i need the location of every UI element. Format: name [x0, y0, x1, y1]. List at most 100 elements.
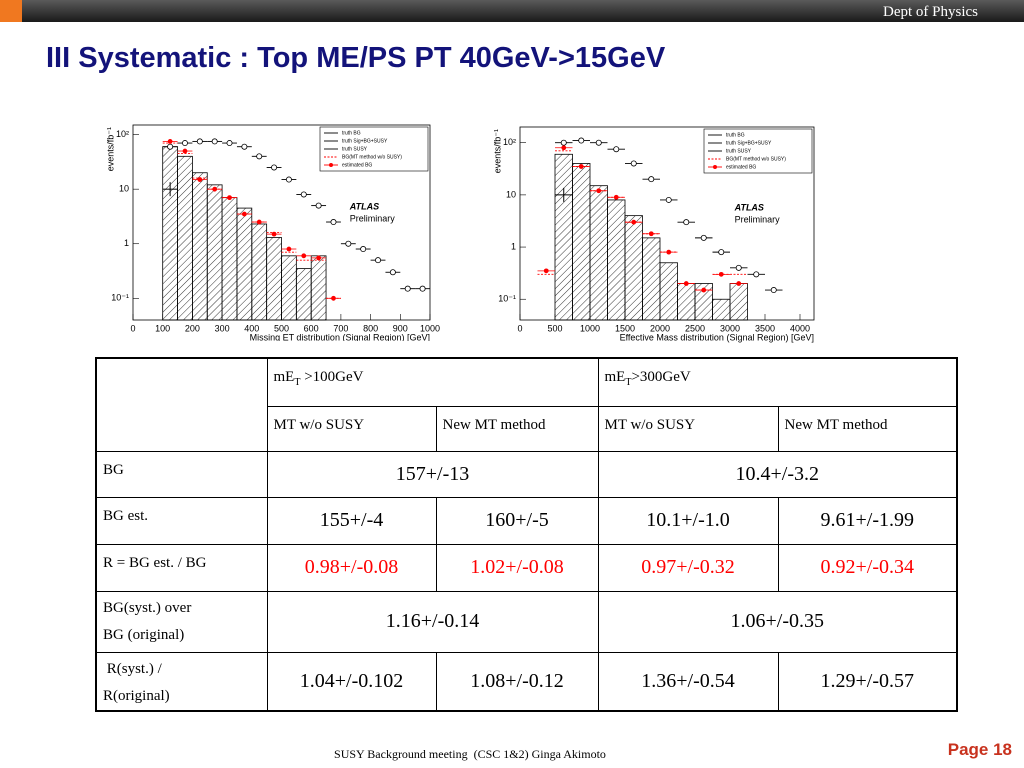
- x-tick-label: 1500: [615, 323, 635, 333]
- x-tick-label: 900: [393, 323, 408, 333]
- hist-bar: [677, 283, 696, 321]
- row-label-line: R(syst.) /: [103, 660, 162, 677]
- subheader-row: MT w/o SUSY New MT method MT w/o SUSY New M…: [96, 405, 958, 452]
- data-point: [316, 255, 322, 261]
- value-cell: 10.1+/-1.0: [597, 496, 779, 545]
- x-tick-label: 700: [333, 323, 348, 333]
- data-point: [256, 219, 262, 225]
- data-point: [271, 231, 277, 237]
- data-point: [613, 146, 620, 153]
- slide-title: III Systematic : Top ME/PS PT 40GeV->15G…: [46, 42, 666, 74]
- row-label: R = BG est. / BG: [95, 543, 268, 592]
- group-text: mE: [273, 369, 295, 385]
- header-bar: Dept of Physics: [0, 0, 1024, 22]
- value-cell: 1.04+/-0.102: [266, 651, 437, 712]
- data-point: [226, 140, 233, 147]
- hist-bar: [572, 163, 591, 321]
- data-point: [241, 211, 247, 217]
- value-cell: 160+/-5: [435, 496, 599, 545]
- group-header: mET>300GeV: [597, 357, 958, 407]
- data-point: [256, 153, 263, 160]
- value-cell: 9.61+/-1.99: [777, 496, 958, 545]
- y-tick-label: 1: [124, 238, 129, 248]
- data-point: [561, 145, 567, 151]
- data-point: [167, 143, 174, 150]
- data-point: [560, 139, 567, 146]
- hist-bar: [295, 268, 312, 321]
- value-cell: 10.4+/-3.2: [597, 450, 958, 498]
- data-point: [196, 138, 203, 145]
- histogram-plot: 10⁻¹ 1 10 10² 0 100 200 300 400 500 600 700 800 900 10…: [103, 103, 453, 341]
- data-point: [666, 249, 672, 255]
- value-cell: 1.06+/-0.35: [597, 590, 958, 653]
- data-point: [683, 281, 689, 286]
- hist-bar: [310, 255, 327, 321]
- row-label: BG est.: [95, 496, 268, 545]
- data-point: [596, 188, 602, 194]
- row-label-line: R = BG est. / BG: [103, 554, 207, 571]
- data-point: [578, 164, 584, 169]
- legend-label: truth SUSY: [726, 148, 752, 154]
- hist-bar: [712, 298, 731, 321]
- value-cell: 1.02+/-0.08: [435, 543, 599, 592]
- annotation: Preliminary: [350, 213, 396, 223]
- data-row: R = BG est. / BG 0.98+/-0.08 1.02+/-0.08 0.…: [95, 543, 958, 592]
- value-cell: 0.98+/-0.08: [266, 543, 437, 592]
- value-cell: 1.08+/-0.12: [435, 651, 599, 712]
- data-point: [735, 264, 742, 271]
- legend-label: truth Sig+BG+SUSY: [726, 140, 772, 146]
- y-axis-label: events/fb⁻¹: [492, 129, 502, 173]
- hist-bar: [642, 237, 661, 321]
- data-row: BG est. 155+/-4 160+/-5 10.1+/-1.0 9.61+/-1.…: [95, 496, 958, 545]
- y-tick-label: 10²: [116, 129, 129, 139]
- hist-bar: [206, 184, 223, 321]
- x-axis-label: Missing ET distribution (Signal Region) …: [250, 332, 430, 341]
- row-label-line: BG (original): [103, 626, 185, 643]
- subheader: MT w/o SUSY: [266, 405, 437, 452]
- group-header: mET >100GeV: [266, 357, 599, 407]
- data-point: [345, 240, 352, 247]
- hist-bar: [221, 197, 238, 321]
- value-cell: 0.92+/-0.34: [777, 543, 958, 592]
- hist-bar: [554, 153, 573, 321]
- histogram-plot: 10⁻¹ 1 10 10² 0 500 1000 1500 2000 2500 3000 3500 40…: [486, 103, 836, 343]
- x-tick-label: 2000: [650, 323, 670, 333]
- x-tick-label: 500: [547, 323, 562, 333]
- y-axis-label: events/fb⁻¹: [105, 127, 115, 171]
- legend-label: truth BG: [726, 132, 745, 138]
- x-tick-label: 600: [304, 323, 319, 333]
- legend-swatch: [713, 165, 717, 169]
- data-point: [285, 176, 292, 183]
- annotation: ATLAS: [734, 202, 764, 212]
- y-tick-label: 10: [119, 184, 129, 194]
- data-point: [630, 160, 637, 167]
- data-point: [700, 234, 707, 241]
- data-point: [211, 138, 218, 145]
- legend-label: truth Sig+BG+SUSY: [342, 138, 388, 144]
- data-point: [736, 281, 742, 286]
- subheader: MT w/o SUSY: [597, 405, 779, 452]
- data-point: [683, 219, 690, 226]
- hist-bar: [607, 199, 626, 321]
- hist-bar: [281, 255, 297, 321]
- hist-bar: [659, 262, 678, 321]
- data-point: [300, 191, 307, 198]
- data-point: [770, 287, 777, 294]
- group-sub: T: [625, 377, 632, 388]
- legend-label: truth BG: [342, 130, 361, 136]
- row-label: R(syst.) / R(original): [95, 651, 268, 712]
- hist-bar: [192, 172, 208, 321]
- x-tick-label: 2500: [685, 323, 705, 333]
- row-label: BG(syst.) over BG (original): [95, 590, 268, 653]
- hist-bar: [624, 215, 643, 321]
- data-point: [182, 148, 188, 154]
- legend-label: estimated BG: [726, 164, 756, 170]
- value-cell: 1.16+/-0.14: [266, 590, 599, 653]
- x-tick-label: 3500: [755, 323, 775, 333]
- data-point: [578, 137, 585, 144]
- group-sub: T: [294, 377, 301, 388]
- data-point: [718, 249, 725, 256]
- data-point: [631, 219, 637, 225]
- legend-label: truth SUSY: [342, 146, 368, 152]
